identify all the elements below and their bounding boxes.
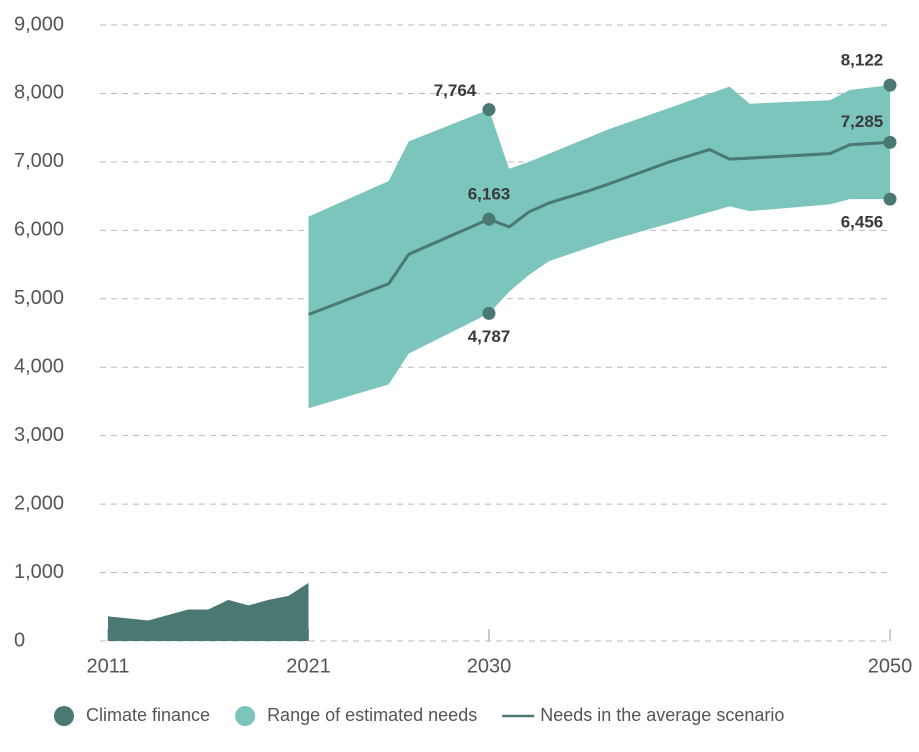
y-tick-label: 7,000: [14, 150, 64, 172]
legend-item: Needs in the average scenario: [502, 705, 784, 725]
annotation-label: 7,285: [841, 112, 884, 131]
annotation-label: 6,456: [841, 213, 884, 232]
annotation-label: 7,764: [434, 81, 477, 100]
legend-label: Climate finance: [86, 705, 210, 725]
annotation-label: 8,122: [841, 51, 884, 70]
x-tick-label: 2021: [286, 655, 331, 677]
annotation-dot: [883, 78, 897, 92]
annotation-dot: [883, 135, 897, 149]
band: [308, 85, 890, 409]
y-tick-label: 3,000: [14, 424, 64, 446]
x-tick-label: 2030: [467, 655, 512, 677]
x-tick-label: 2050: [868, 655, 913, 677]
annotation-label: 4,787: [468, 327, 511, 346]
y-tick-label: 4,000: [14, 356, 64, 378]
area: [108, 582, 309, 641]
y-tick-label: 6,000: [14, 219, 64, 241]
annotation-dot: [482, 103, 496, 117]
annotation-label: 6,163: [468, 185, 511, 204]
y-tick-label: 0: [14, 629, 25, 651]
y-tick-label: 5,000: [14, 287, 64, 309]
y-tick-label: 9,000: [14, 13, 64, 35]
y-tick-label: 1,000: [14, 561, 64, 583]
y-tick-label: 8,000: [14, 82, 64, 104]
legend-item: Range of estimated needs: [235, 705, 477, 726]
legend-label: Needs in the average scenario: [540, 705, 784, 725]
legend-label: Range of estimated needs: [267, 705, 477, 725]
x-tick-label: 2011: [86, 655, 129, 677]
annotation-dot: [883, 192, 897, 206]
annotation-dot: [482, 212, 496, 226]
legend-item: Climate finance: [54, 705, 210, 726]
y-tick-label: 2,000: [14, 492, 64, 514]
line: [307, 140, 891, 316]
annotation-dot: [482, 306, 496, 320]
legend-swatch: [54, 706, 74, 726]
legend-swatch: [235, 706, 256, 726]
